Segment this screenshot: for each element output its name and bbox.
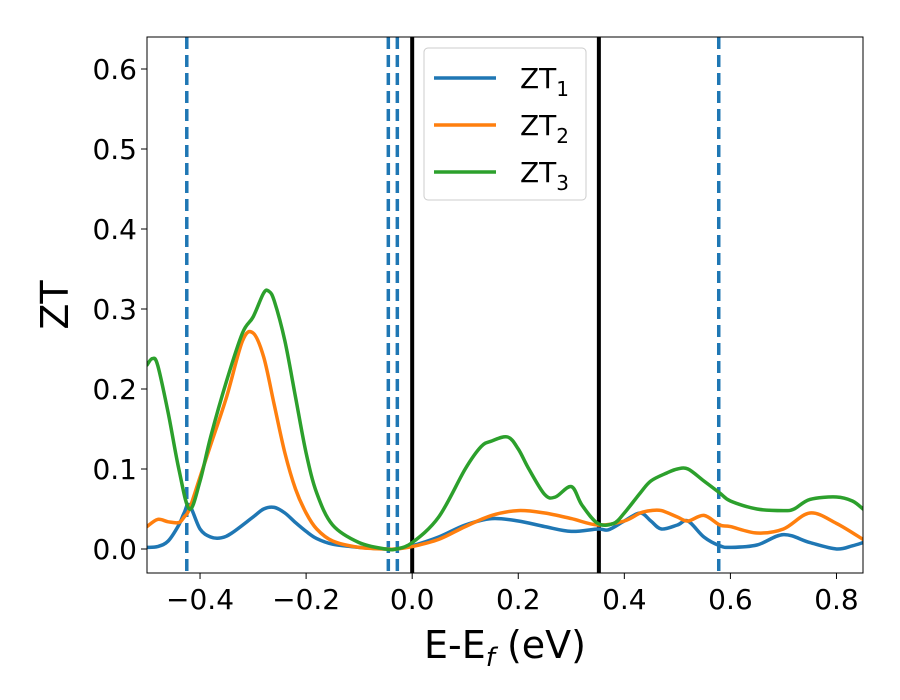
legend: ZT1 ZT2 ZT3 <box>423 47 587 201</box>
y-tick-label: 0.1 <box>92 453 137 486</box>
x-tick-label: 0.4 <box>602 583 647 616</box>
y-tick-label: 0.3 <box>92 293 137 326</box>
y-axis: 0.0 0.1 0.2 0.3 0.4 0.5 0.6 <box>92 53 147 566</box>
legend-box <box>423 47 587 201</box>
x-tick-label: 0.6 <box>708 583 753 616</box>
x-tick-label: −0.2 <box>272 583 340 616</box>
y-axis-label: ZT <box>33 280 77 330</box>
series-line-zt2 <box>147 329 863 552</box>
series-layer <box>147 288 863 552</box>
x-tick-label: 0.0 <box>390 583 435 616</box>
x-axis: −0.4 −0.2 0.0 0.2 0.4 0.6 0.8 <box>166 573 859 616</box>
y-tick-label: 0.5 <box>92 133 137 166</box>
series-line-zt1 <box>147 502 863 552</box>
x-axis-label: E-Ef (eV) <box>424 623 586 673</box>
series-line-zt3 <box>147 288 863 552</box>
y-tick-label: 0.6 <box>92 53 137 86</box>
legend-label-zt2: ZT2 <box>520 109 569 148</box>
plot-frame <box>146 36 864 574</box>
legend-label-zt3: ZT3 <box>520 156 569 195</box>
legend-label-zt1: ZT1 <box>520 62 569 101</box>
x-tick-label: 0.8 <box>814 583 859 616</box>
y-tick-label: 0.2 <box>92 373 137 406</box>
reference-lines <box>185 37 721 573</box>
y-tick-label: 0.4 <box>92 213 137 246</box>
y-tick-label: 0.0 <box>92 533 137 566</box>
x-tick-label: 0.2 <box>496 583 541 616</box>
x-tick-label: −0.4 <box>166 583 234 616</box>
